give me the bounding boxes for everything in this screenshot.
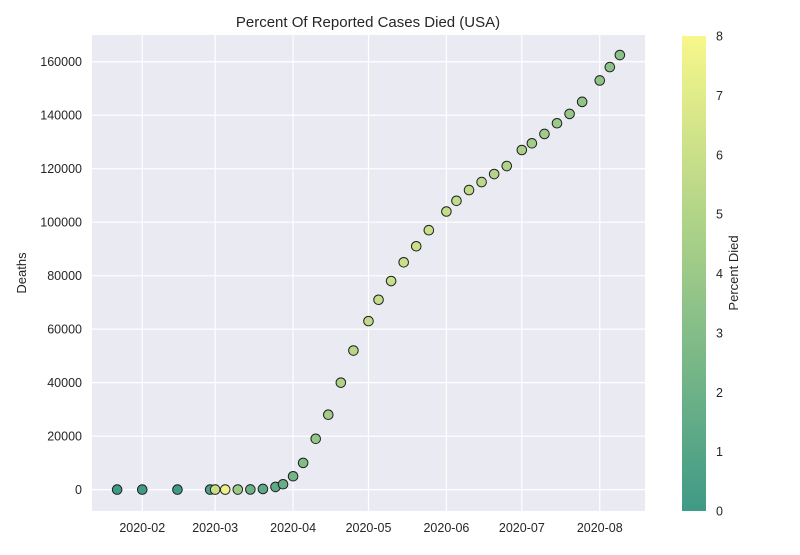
x-tick-label: 2020-02 bbox=[119, 521, 165, 535]
y-axis-label: Deaths bbox=[14, 252, 29, 294]
x-tick-labels: 2020-02 2020-03 2020-04 2020-05 2020-06 2020-… bbox=[119, 521, 622, 535]
y-tick-label: 140000 bbox=[40, 109, 82, 123]
data-point bbox=[539, 128, 550, 140]
colorbar-tick-label: 0 bbox=[716, 505, 723, 519]
x-tick-label: 2020-05 bbox=[346, 521, 392, 535]
data-point bbox=[410, 240, 422, 252]
data-point bbox=[441, 206, 452, 217]
colorbar bbox=[682, 36, 706, 511]
data-points bbox=[111, 49, 626, 495]
colorbar-tick-label: 5 bbox=[716, 208, 723, 222]
data-point bbox=[551, 117, 563, 129]
data-point bbox=[385, 275, 397, 287]
colorbar-tick-label: 6 bbox=[716, 148, 723, 162]
data-point bbox=[373, 294, 384, 306]
data-point bbox=[451, 195, 462, 207]
data-point bbox=[423, 224, 435, 236]
data-point bbox=[604, 61, 616, 73]
y-tick-label: 80000 bbox=[47, 269, 82, 283]
data-point bbox=[172, 484, 183, 495]
y-tick-label: 20000 bbox=[47, 430, 82, 444]
data-point bbox=[501, 160, 513, 172]
x-tick-label: 2020-06 bbox=[423, 521, 469, 535]
data-point bbox=[322, 409, 334, 421]
y-tick-label: 160000 bbox=[40, 55, 82, 69]
data-point bbox=[232, 484, 244, 495]
x-tick-label: 2020-07 bbox=[499, 521, 545, 535]
colorbar-tick-label: 4 bbox=[716, 267, 723, 281]
data-point bbox=[277, 478, 289, 490]
colorbar-tick-label: 8 bbox=[716, 30, 723, 44]
data-point bbox=[594, 75, 606, 86]
data-point bbox=[516, 144, 528, 156]
data-point bbox=[287, 470, 299, 482]
data-point bbox=[564, 108, 575, 120]
colorbar-tick-label: 7 bbox=[716, 89, 723, 103]
data-point bbox=[310, 433, 322, 445]
grid-lines bbox=[92, 35, 645, 511]
y-tick-label: 120000 bbox=[40, 162, 82, 176]
data-point bbox=[398, 257, 409, 268]
data-point bbox=[576, 96, 588, 108]
y-tick-label: 60000 bbox=[47, 323, 82, 337]
x-tick-label: 2020-03 bbox=[192, 521, 238, 535]
data-point bbox=[363, 315, 374, 327]
data-point bbox=[348, 345, 359, 356]
data-point bbox=[463, 184, 475, 196]
chart-title: Percent Of Reported Cases Died (USA) bbox=[236, 14, 500, 31]
colorbar-tick-label: 2 bbox=[716, 386, 723, 400]
data-point bbox=[526, 138, 538, 149]
data-point bbox=[335, 377, 347, 388]
data-point bbox=[136, 484, 148, 495]
colorbar-tick-label: 3 bbox=[716, 326, 723, 340]
data-point bbox=[111, 484, 123, 495]
data-point bbox=[219, 484, 231, 495]
y-tick-label: 100000 bbox=[40, 216, 82, 230]
data-point bbox=[476, 176, 487, 188]
data-point bbox=[245, 484, 256, 495]
y-tick-label: 0 bbox=[75, 483, 82, 497]
x-tick-label: 2020-04 bbox=[270, 521, 316, 535]
x-tick-label: 2020-08 bbox=[577, 521, 623, 535]
data-point bbox=[297, 457, 309, 469]
data-point bbox=[209, 484, 221, 495]
data-point bbox=[614, 49, 626, 61]
y-tick-label: 40000 bbox=[47, 376, 82, 390]
data-point bbox=[488, 168, 500, 180]
colorbar-label: Percent Died bbox=[726, 235, 741, 310]
colorbar-tick-labels: 0 1 2 3 4 5 6 7 8 bbox=[716, 30, 723, 519]
colorbar-tick-label: 1 bbox=[716, 445, 723, 459]
y-tick-labels: 0 20000 40000 60000 80000 100000 120000 140000 1… bbox=[40, 55, 82, 497]
data-point bbox=[257, 483, 269, 495]
